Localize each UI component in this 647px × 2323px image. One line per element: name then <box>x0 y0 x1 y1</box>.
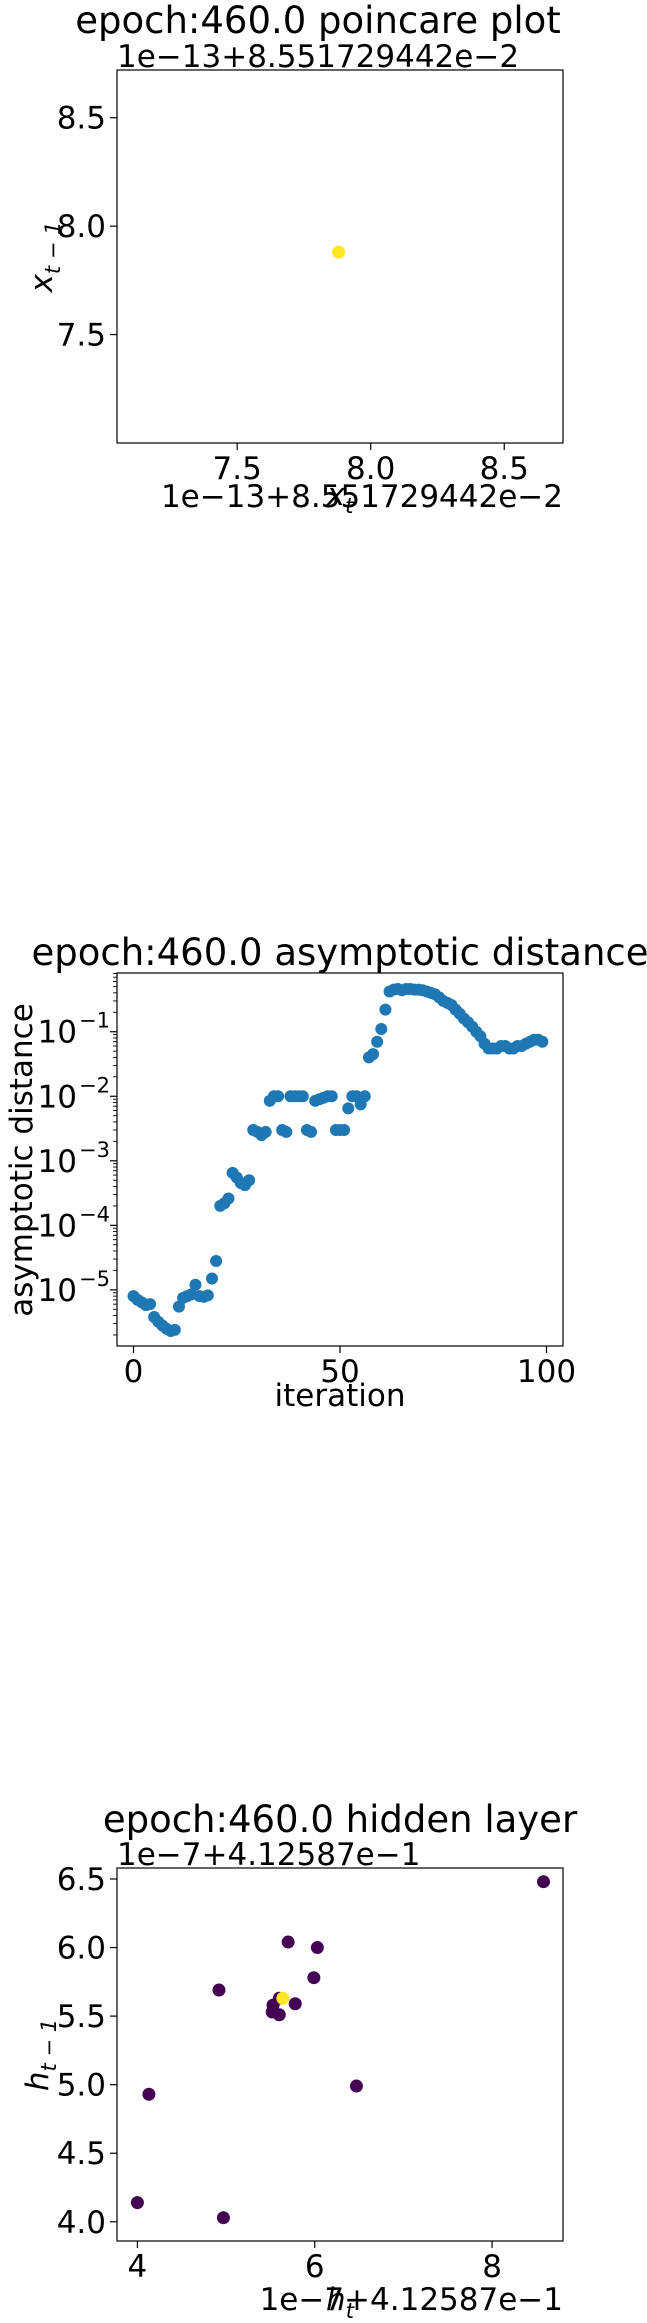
distance-ytick-exponent: −1 <box>79 1009 110 1033</box>
hidden-title: epoch:460.0 hidden layer <box>103 1798 578 1841</box>
distance-point <box>168 1323 181 1336</box>
distance-title: epoch:460.0 asymptotic distance <box>31 931 647 974</box>
hidden-ylabel-sub: t − 1 <box>37 2019 61 2072</box>
hidden-point <box>307 1971 321 1985</box>
distance-point <box>201 1289 214 1302</box>
distance-ytick-exponent: −4 <box>79 1202 110 1226</box>
poincare-xtick-label: 8.5 <box>480 451 529 487</box>
poincare-ylabel-text: x <box>24 273 60 293</box>
hidden-ytick-label: 5.5 <box>57 1999 106 2035</box>
poincare-xtick-label: 8.0 <box>346 451 395 487</box>
distance-ytick-exponent: −5 <box>79 1267 110 1291</box>
poincare-ylabel-sub: t − 1 <box>41 222 65 275</box>
distance-point <box>210 1255 223 1267</box>
distance-ytick-label: 10 <box>38 1208 77 1244</box>
hidden-xtick-label: 8 <box>482 2249 502 2285</box>
distance-ytick-label: 10 <box>38 1273 77 1309</box>
distance-point <box>305 1125 318 1138</box>
hidden-ytick-label: 5.0 <box>57 2068 106 2104</box>
distance-plot-area <box>116 972 564 1347</box>
distance-point <box>222 1192 235 1205</box>
hidden-ytick-label: 6.0 <box>57 1931 106 1967</box>
distance-xtick-label: 0 <box>124 1354 144 1390</box>
hidden-ytick-label: 6.5 <box>57 1862 106 1898</box>
poincare-ytick-label: 8.5 <box>57 101 106 137</box>
hidden-y-offset: 1e−7+4.12587e−1 <box>117 1837 420 1873</box>
hidden-ytick-label: 4.5 <box>57 2136 106 2172</box>
distance-point <box>338 1124 351 1137</box>
hidden-plot-area <box>116 1867 564 2242</box>
distance-ytick-exponent: −3 <box>79 1138 110 1162</box>
hidden-point <box>288 1997 302 2011</box>
hidden-point <box>216 2211 230 2225</box>
poincare-xlabel-text: x <box>326 477 346 513</box>
hidden-xlabel: ht <box>326 2282 355 2323</box>
hidden-xtick-label: 6 <box>305 2249 325 2285</box>
distance-point <box>536 1035 549 1048</box>
distance-xtick-label: 50 <box>320 1354 359 1390</box>
poincare-ylabel: xt − 1 <box>24 222 65 294</box>
poincare-plot-area <box>116 69 564 444</box>
distance-xlabel: iteration <box>275 1378 406 1414</box>
hidden-point <box>130 2196 144 2210</box>
hidden-point <box>212 1983 226 1997</box>
poincare-xtick-label: 7.5 <box>213 451 262 487</box>
distance-xtick-label: 100 <box>517 1354 576 1390</box>
distance-point <box>325 1090 338 1103</box>
distance-ytick-exponent: −2 <box>79 1073 110 1097</box>
poincare-ytick-label: 7.5 <box>57 318 106 354</box>
hidden-point <box>536 1875 550 1889</box>
distance-ytick-label: 10 <box>38 1015 77 1051</box>
poincare-title: epoch:460.0 poincare plot <box>75 0 561 42</box>
hidden-point <box>272 2008 286 2022</box>
hidden-point <box>349 2079 363 2093</box>
distance-points <box>127 982 549 1338</box>
hidden-points <box>130 1875 550 2225</box>
distance-ytick-label: 10 <box>38 1144 77 1180</box>
poincare-xlabel: xt <box>326 477 354 518</box>
distance-point <box>342 1102 355 1115</box>
poincare-point <box>332 245 346 259</box>
distance-point <box>280 1125 293 1138</box>
distance-point <box>367 1048 380 1061</box>
hidden-chart: epoch:460.0 hidden layer 1e−7+4.12587e−1… <box>20 1798 578 2323</box>
hidden-ylabel: ht − 1 <box>20 2019 61 2091</box>
hidden-ylabel-text: h <box>20 2071 56 2091</box>
distance-point <box>205 1272 218 1285</box>
hidden-point <box>281 1935 295 1949</box>
hidden-ytick-label: 4.0 <box>57 2205 106 2241</box>
distance-point <box>375 1023 388 1036</box>
poincare-y-offset: 1e−13+8.551729442e−2 <box>117 39 519 75</box>
hidden-x-offset: 1e−7+4.12587e−1 <box>260 2282 563 2318</box>
distance-point <box>296 1090 309 1103</box>
hidden-xtick-label: 4 <box>128 2249 148 2285</box>
distance-point <box>259 1125 272 1138</box>
distance-ylabel: asymptotic distance <box>4 1003 40 1317</box>
distance-point <box>371 1035 384 1048</box>
poincare-points <box>332 245 346 259</box>
distance-ytick-label: 10 <box>38 1079 77 1115</box>
distance-chart: epoch:460.0 asymptotic distance 0 50 100 10… <box>4 931 647 1414</box>
poincare-xlabel-sub: t <box>345 494 354 518</box>
distance-point <box>243 1174 256 1187</box>
distance-point <box>358 1090 371 1103</box>
distance-point <box>272 1090 285 1103</box>
poincare-chart: epoch:460.0 poincare plot 1e−13+8.551729… <box>24 0 564 518</box>
hidden-point <box>276 1991 290 2005</box>
hidden-point <box>142 2087 156 2101</box>
poincare-ytick-label: 8.0 <box>57 209 106 245</box>
poincare-ticks: 7.5 8.0 8.5 7.5 8.0 8.5 <box>57 101 529 487</box>
hidden-point <box>310 1941 324 1955</box>
distance-point <box>379 1003 392 1016</box>
distance-point <box>189 1278 202 1291</box>
distance-point <box>144 1298 157 1311</box>
poincare-x-offset: 1e−13+8.551729442e−2 <box>161 479 563 515</box>
hidden-xlabel-sub: t <box>346 2299 355 2323</box>
hidden-xlabel-text: h <box>326 2282 346 2318</box>
hidden-ticks: 4 6 8 4.0 4.5 5.0 5.5 6.0 6.5 <box>57 1862 502 2285</box>
